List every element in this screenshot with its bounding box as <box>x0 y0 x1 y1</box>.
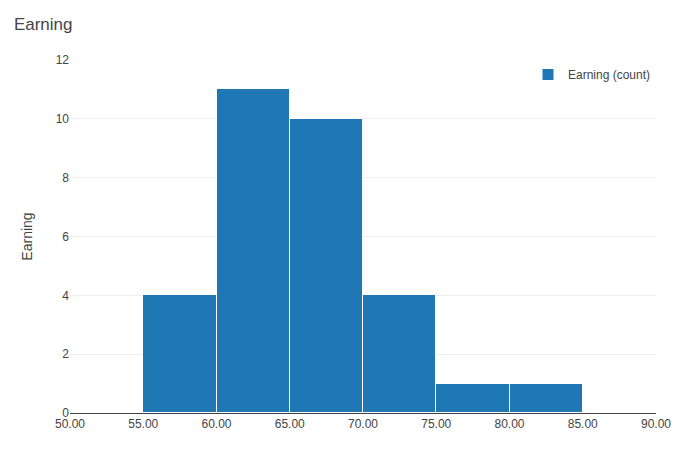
svg-text:80.00: 80.00 <box>494 417 524 431</box>
svg-text:10: 10 <box>56 112 70 126</box>
svg-text:55.00: 55.00 <box>128 417 158 431</box>
svg-text:Earning (count): Earning (count) <box>568 68 650 82</box>
svg-text:6: 6 <box>62 230 69 244</box>
svg-text:12: 12 <box>56 53 70 67</box>
svg-text:2: 2 <box>62 347 69 361</box>
svg-text:Earning: Earning <box>19 212 35 260</box>
svg-text:75.00: 75.00 <box>421 417 451 431</box>
svg-text:0: 0 <box>62 406 69 420</box>
svg-text:60.00: 60.00 <box>201 417 231 431</box>
svg-text:Earning: Earning <box>14 15 73 34</box>
svg-text:4: 4 <box>62 289 69 303</box>
svg-text:8: 8 <box>62 171 69 185</box>
svg-text:85.00: 85.00 <box>568 417 598 431</box>
svg-text:90.00: 90.00 <box>641 417 671 431</box>
svg-text:70.00: 70.00 <box>348 417 378 431</box>
svg-text:65.00: 65.00 <box>275 417 305 431</box>
svg-text:50.00: 50.00 <box>55 417 85 431</box>
